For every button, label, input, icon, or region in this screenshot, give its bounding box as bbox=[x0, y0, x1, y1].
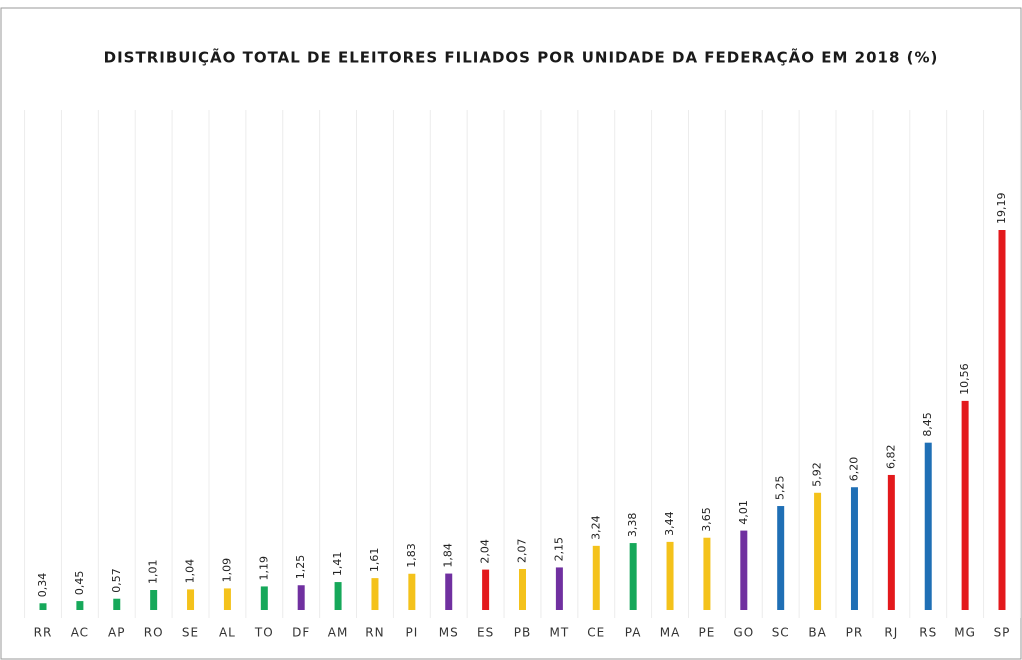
value-label: 2,04 bbox=[479, 539, 492, 564]
bar bbox=[445, 573, 453, 610]
bar bbox=[850, 487, 858, 610]
value-label: 3,65 bbox=[700, 507, 713, 532]
x-tick-label: DF bbox=[292, 626, 310, 640]
bar bbox=[592, 545, 600, 610]
x-tick-label: MS bbox=[439, 626, 459, 640]
value-label: 19,19 bbox=[995, 193, 1008, 225]
x-tick-label: MG bbox=[954, 626, 976, 640]
x-tick-label: ES bbox=[477, 626, 494, 640]
value-label: 5,25 bbox=[774, 476, 787, 501]
bar bbox=[519, 569, 526, 610]
x-tick-label: RN bbox=[365, 626, 384, 640]
bar bbox=[814, 492, 822, 610]
bar bbox=[555, 567, 563, 610]
value-label: 1,04 bbox=[184, 559, 197, 584]
value-label: 1,61 bbox=[368, 548, 381, 573]
bar bbox=[629, 543, 637, 610]
x-tick-label: PR bbox=[846, 626, 864, 640]
bar bbox=[113, 598, 121, 610]
bar bbox=[260, 586, 268, 610]
x-tick-label: AC bbox=[71, 626, 89, 640]
x-tick-label: SC bbox=[772, 626, 790, 640]
value-label: 1,09 bbox=[220, 558, 233, 583]
value-label: 3,24 bbox=[589, 515, 602, 540]
bar bbox=[777, 506, 785, 610]
value-label: 0,34 bbox=[36, 573, 49, 598]
bar bbox=[740, 530, 748, 610]
x-tick-label: RJ bbox=[884, 626, 898, 640]
x-tick-label: TO bbox=[254, 626, 274, 640]
bar bbox=[297, 585, 305, 610]
bar bbox=[703, 537, 711, 610]
value-label: 1,83 bbox=[405, 543, 418, 568]
value-label: 0,57 bbox=[110, 568, 123, 593]
x-tick-label: BA bbox=[808, 626, 826, 640]
value-label: 1,84 bbox=[442, 543, 455, 568]
value-label: 0,45 bbox=[73, 571, 86, 596]
bar bbox=[39, 603, 47, 610]
bar bbox=[371, 578, 379, 610]
value-label: 8,45 bbox=[921, 412, 934, 437]
value-label: 1,19 bbox=[257, 556, 270, 581]
value-label: 1,41 bbox=[331, 552, 344, 577]
bar bbox=[961, 400, 969, 610]
value-label: 1,25 bbox=[294, 555, 307, 580]
x-tick-label: GO bbox=[733, 626, 754, 640]
value-label: 3,44 bbox=[663, 511, 676, 536]
x-tick-label: PB bbox=[514, 626, 531, 640]
value-label: 2,07 bbox=[516, 539, 529, 564]
bar bbox=[887, 474, 895, 610]
value-label: 10,56 bbox=[958, 363, 971, 395]
value-label: 4,01 bbox=[737, 500, 750, 525]
bar bbox=[482, 569, 490, 610]
bar bbox=[408, 573, 416, 610]
bar bbox=[223, 588, 231, 610]
bar bbox=[76, 601, 84, 610]
value-label: 2,15 bbox=[552, 537, 565, 562]
bar bbox=[150, 590, 158, 610]
x-tick-label: RR bbox=[34, 626, 53, 640]
x-tick-label: CE bbox=[587, 626, 605, 640]
value-label: 1,01 bbox=[147, 560, 160, 585]
chart-title: DISTRIBUIÇÃO TOTAL DE ELEITORES FILIADOS… bbox=[104, 48, 939, 67]
x-tick-label: MT bbox=[550, 626, 570, 640]
x-tick-label: AL bbox=[219, 626, 236, 640]
value-label: 3,38 bbox=[626, 513, 639, 538]
x-tick-label: SE bbox=[182, 626, 199, 640]
bar bbox=[998, 230, 1006, 610]
x-tick-label: AM bbox=[328, 626, 349, 640]
value-label: 6,82 bbox=[884, 444, 897, 469]
bar bbox=[666, 541, 674, 610]
x-tick-label: PE bbox=[699, 626, 716, 640]
bar bbox=[187, 589, 195, 610]
x-tick-label: PA bbox=[625, 626, 642, 640]
bar bbox=[924, 442, 932, 610]
bar bbox=[334, 582, 342, 610]
x-tick-label: MA bbox=[660, 626, 681, 640]
x-tick-label: RS bbox=[919, 626, 937, 640]
x-tick-label: SP bbox=[994, 626, 1011, 640]
x-tick-label: AP bbox=[108, 626, 125, 640]
x-tick-label: PI bbox=[405, 626, 418, 640]
value-label: 5,92 bbox=[811, 462, 824, 487]
x-tick-label: RO bbox=[144, 626, 164, 640]
value-label: 6,20 bbox=[847, 457, 860, 482]
